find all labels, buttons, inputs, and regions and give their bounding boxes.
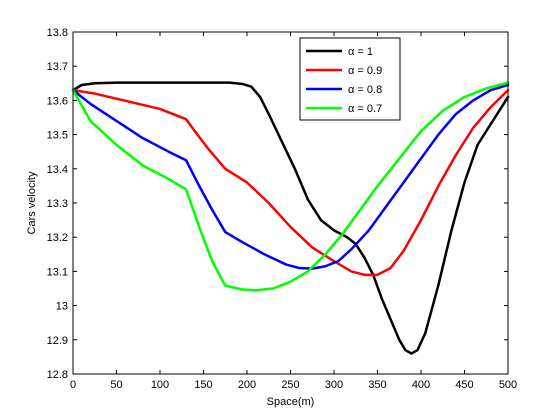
axes-layer: 0 50 100 150 200 250 300 350 400 450 500 12.8 12.9 13… <box>47 27 518 391</box>
legend-label-4: α = 0.7 <box>348 103 382 115</box>
y-tick-label: 13.6 <box>47 95 68 107</box>
series-line-4 <box>71 81 510 292</box>
plot-area <box>73 32 508 374</box>
x-tick-label: 150 <box>194 379 212 391</box>
legend: α = 1 α = 0.9 α = 0.8 α = 0.7 <box>299 37 401 121</box>
x-tick-label: 100 <box>151 379 169 391</box>
y-tick-label: 13.3 <box>47 198 68 210</box>
series-line-2 <box>71 88 510 277</box>
y-tick-label: 13.5 <box>47 130 68 142</box>
y-tick-label: 12.9 <box>47 335 68 347</box>
legend-label-3: α = 0.8 <box>348 84 382 96</box>
y-tick-label: 13.2 <box>47 232 68 244</box>
y-tick-label: 13.1 <box>47 266 68 278</box>
x-tick-label: 200 <box>238 379 256 391</box>
x-tick-label: 400 <box>412 379 430 391</box>
x-tick-label: 300 <box>325 379 343 391</box>
series-line-1 <box>71 81 510 355</box>
legend-label-1: α = 1 <box>348 46 373 58</box>
series-line-3 <box>71 83 510 270</box>
x-tick-label: 350 <box>368 379 386 391</box>
x-tick-label: 450 <box>455 379 473 391</box>
y-tick-label: 13 <box>56 301 68 313</box>
y-tick-label: 13.4 <box>47 164 68 176</box>
y-tick-label: 13.7 <box>47 61 68 73</box>
y-tick-label: 13.8 <box>47 27 68 39</box>
y-axis-label: Cars velocity <box>26 171 38 234</box>
x-tick-label: 500 <box>499 379 517 391</box>
y-tick-label: 12.8 <box>47 369 68 381</box>
x-tick-label: 0 <box>70 379 76 391</box>
series-layer <box>71 81 510 355</box>
x-tick-label: 250 <box>281 379 299 391</box>
x-axis-label: Space(m) <box>267 396 315 408</box>
x-tick-label: 50 <box>110 379 122 391</box>
legend-label-2: α = 0.9 <box>348 65 382 77</box>
